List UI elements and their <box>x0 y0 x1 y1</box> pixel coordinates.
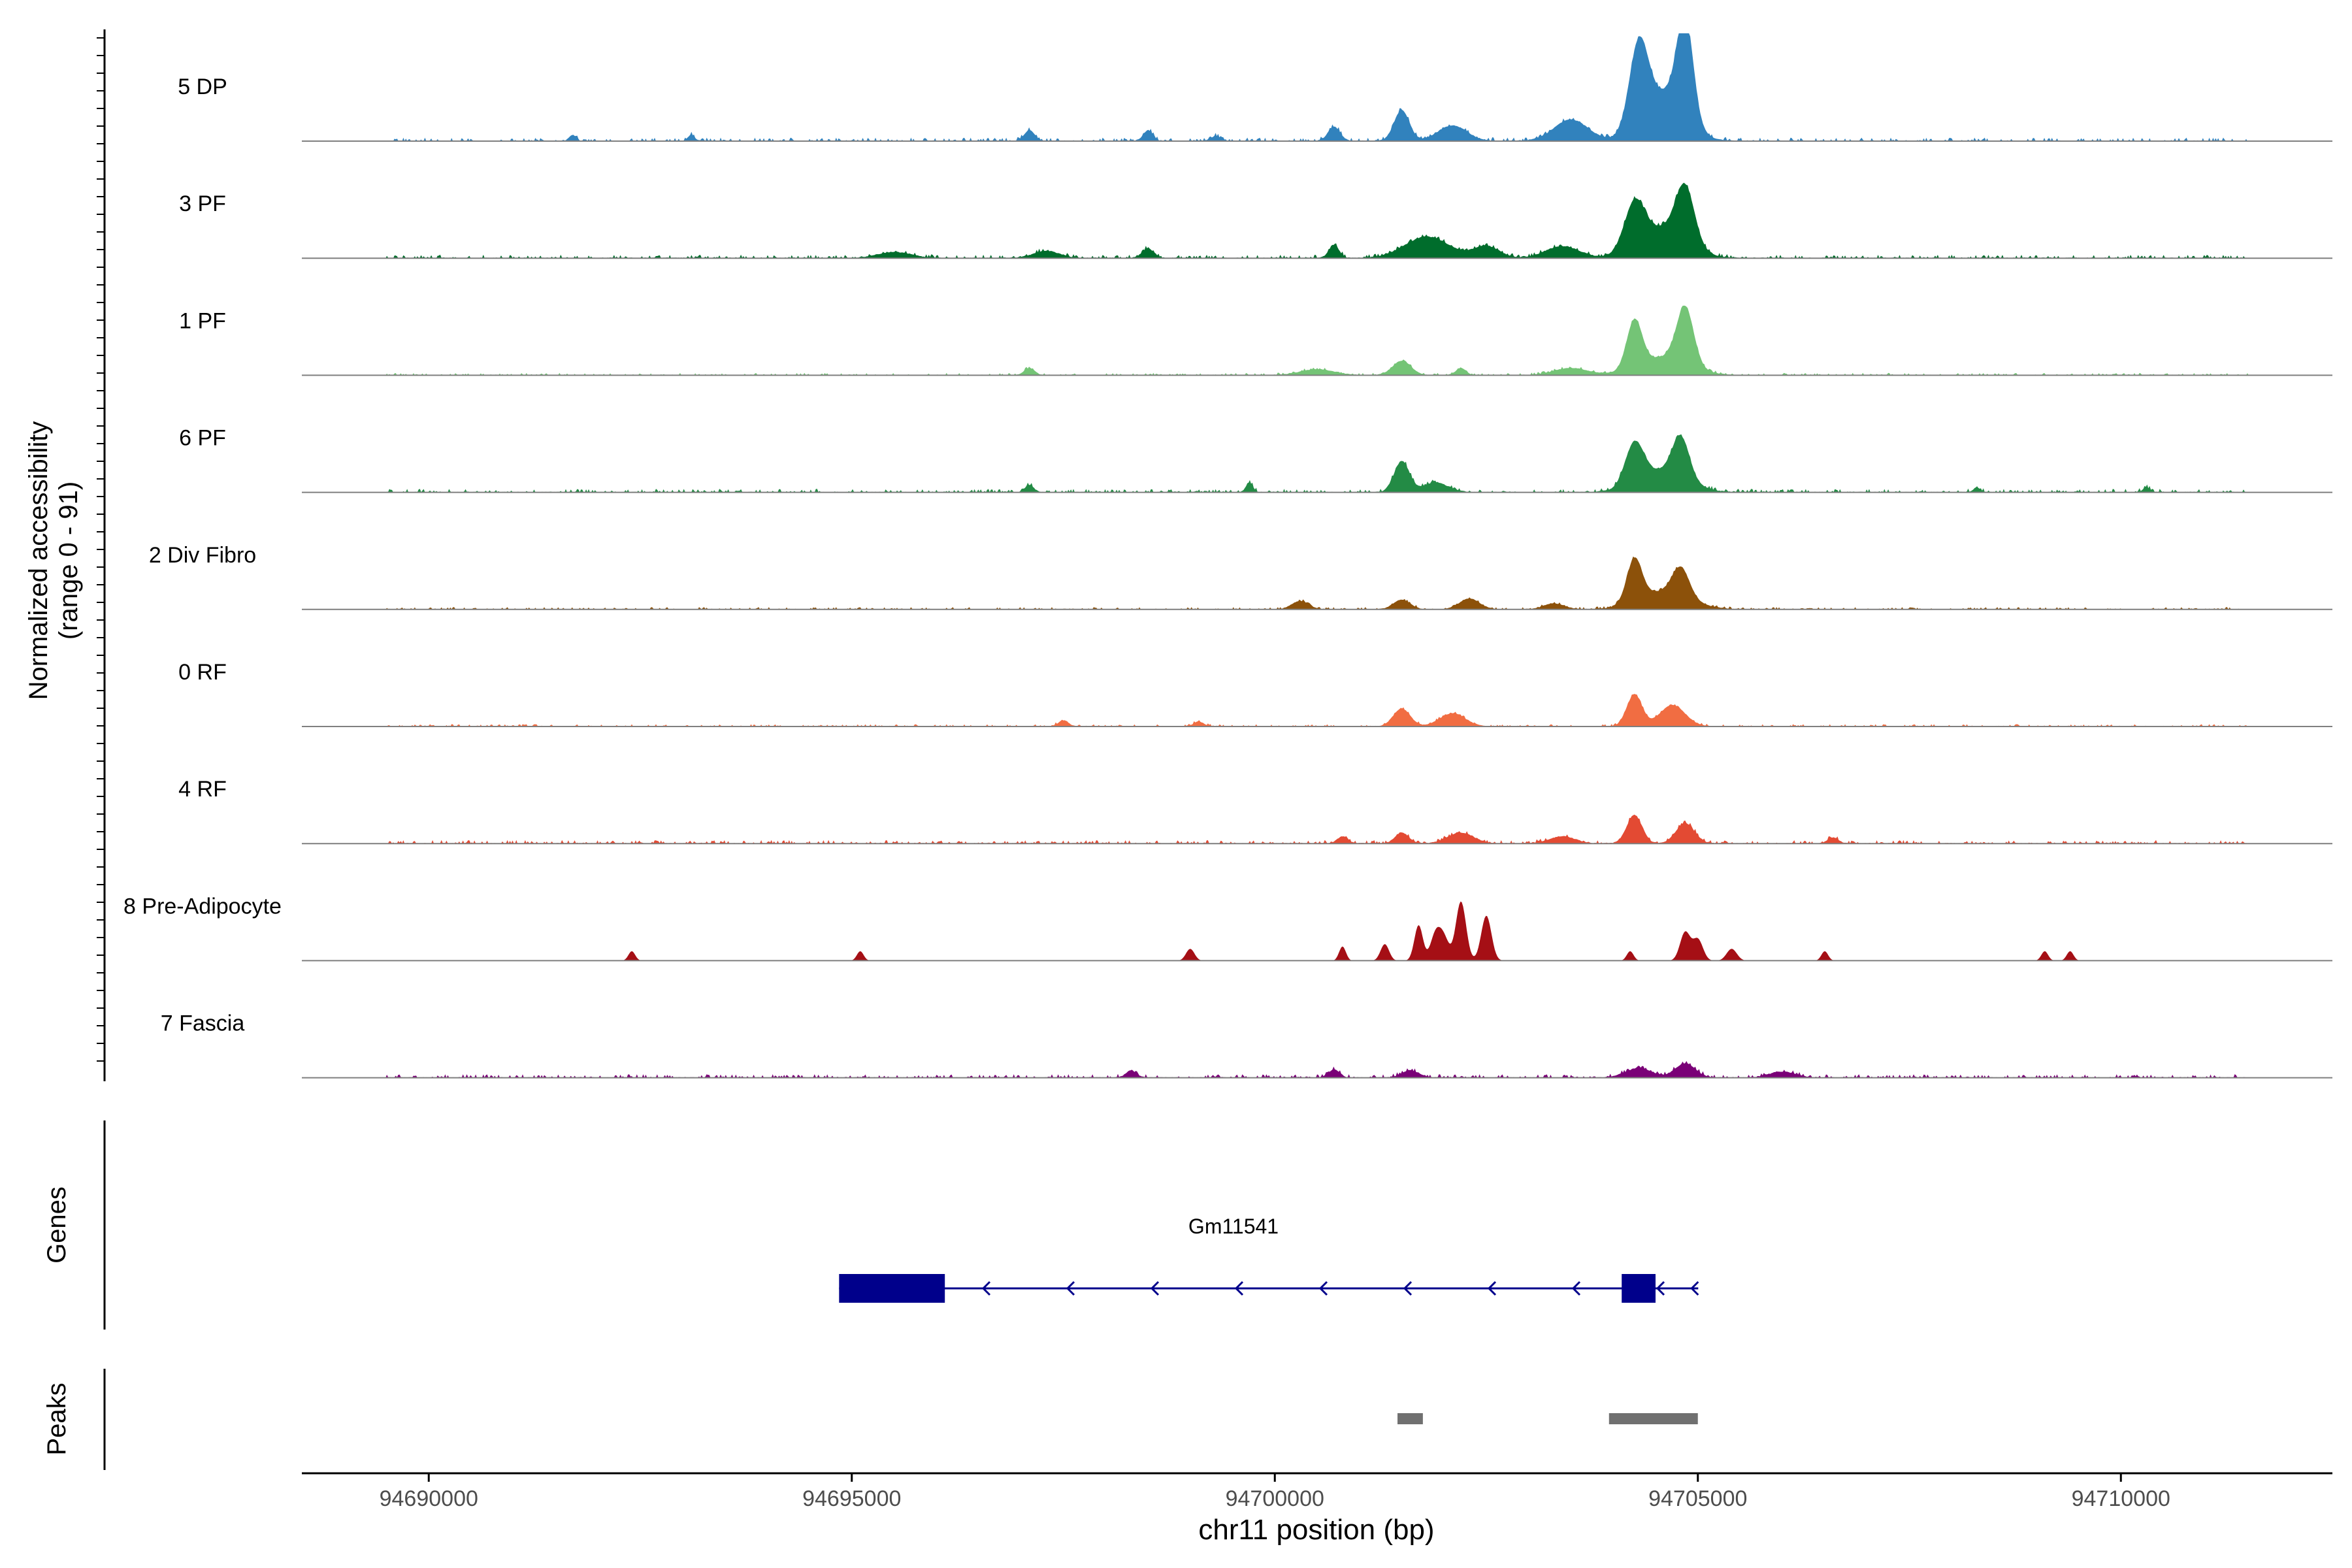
gene-name-label: Gm11541 <box>1188 1215 1279 1238</box>
coverage-track: 0 RF <box>178 660 2332 727</box>
track-label: 5 DP <box>178 74 227 99</box>
peak-region <box>1609 1413 1698 1424</box>
gene-exon <box>839 1274 945 1303</box>
coverage-area <box>302 694 2332 727</box>
x-tick-label: 94700000 <box>1226 1486 1324 1511</box>
coverage-area <box>302 1061 2332 1078</box>
gene-exon <box>1622 1274 1656 1303</box>
track-label: 8 Pre-Adipocyte <box>123 894 282 919</box>
peak-region <box>1397 1413 1423 1424</box>
strand-arrow <box>1318 1281 1328 1296</box>
x-axis: 94690000 94695000 94700000 94705000 94710000 <box>302 1472 2332 1511</box>
x-tick-label: 94705000 <box>1648 1486 1747 1511</box>
coverage-area <box>302 182 2332 259</box>
track-label: 4 RF <box>178 777 227 802</box>
coverage-area <box>302 305 2332 376</box>
genes-panel: Gm11541 <box>103 1120 1699 1330</box>
coverage-track: 4 RF <box>178 777 2332 845</box>
strand-arrow <box>1690 1281 1699 1296</box>
track-label: 7 Fascia <box>161 1011 245 1036</box>
x-tick-label: 94695000 <box>802 1486 901 1511</box>
coverage-track: 7 Fascia <box>161 1011 2332 1079</box>
genes-panel-label: Genes <box>42 1186 71 1264</box>
track-label: 2 Div Fibro <box>149 543 256 568</box>
coverage-track: 6 PF <box>179 426 2332 493</box>
coverage-area <box>302 556 2332 610</box>
peaks-panel <box>103 1369 1698 1470</box>
y-axis-range-label: (range 0 - 91) <box>54 482 83 640</box>
strand-arrow <box>981 1281 991 1296</box>
coverage-track: 5 DP <box>178 33 2332 142</box>
strand-arrow <box>1403 1281 1413 1296</box>
coverage-area <box>302 814 2332 844</box>
strand-arrow <box>1571 1281 1581 1296</box>
track-label: 1 PF <box>179 308 226 333</box>
coverage-area <box>302 901 2332 961</box>
coverage-track: 8 Pre-Adipocyte <box>123 894 2332 962</box>
coverage-track: 2 Div Fibro <box>149 543 2332 610</box>
coverage-track: 3 PF <box>179 182 2332 259</box>
x-tick-label: 94690000 <box>380 1486 478 1511</box>
x-tick-label: 94710000 <box>2072 1486 2170 1511</box>
strand-arrow <box>1487 1281 1497 1296</box>
track-label: 3 PF <box>179 191 226 216</box>
strand-arrow <box>1150 1281 1160 1296</box>
coverage-panel: 5 DP 3 PF 1 PF 6 PF 2 Div Fibro 0 RF 4 RF 8 Pre… <box>97 29 2332 1081</box>
x-axis-label: chr11 position (bp) <box>1198 1514 1434 1546</box>
coverage-track: 1 PF <box>179 305 2332 376</box>
strand-arrow <box>1234 1281 1244 1296</box>
y-axis-label: Normalized accessibility <box>24 421 53 700</box>
strand-arrow <box>1066 1281 1075 1296</box>
track-label: 0 RF <box>178 660 227 685</box>
coverage-area <box>302 434 2332 493</box>
strand-arrow <box>1656 1281 1665 1296</box>
peaks-panel-label: Peaks <box>42 1382 71 1455</box>
track-label: 6 PF <box>179 426 226 451</box>
coverage-area <box>302 33 2332 141</box>
